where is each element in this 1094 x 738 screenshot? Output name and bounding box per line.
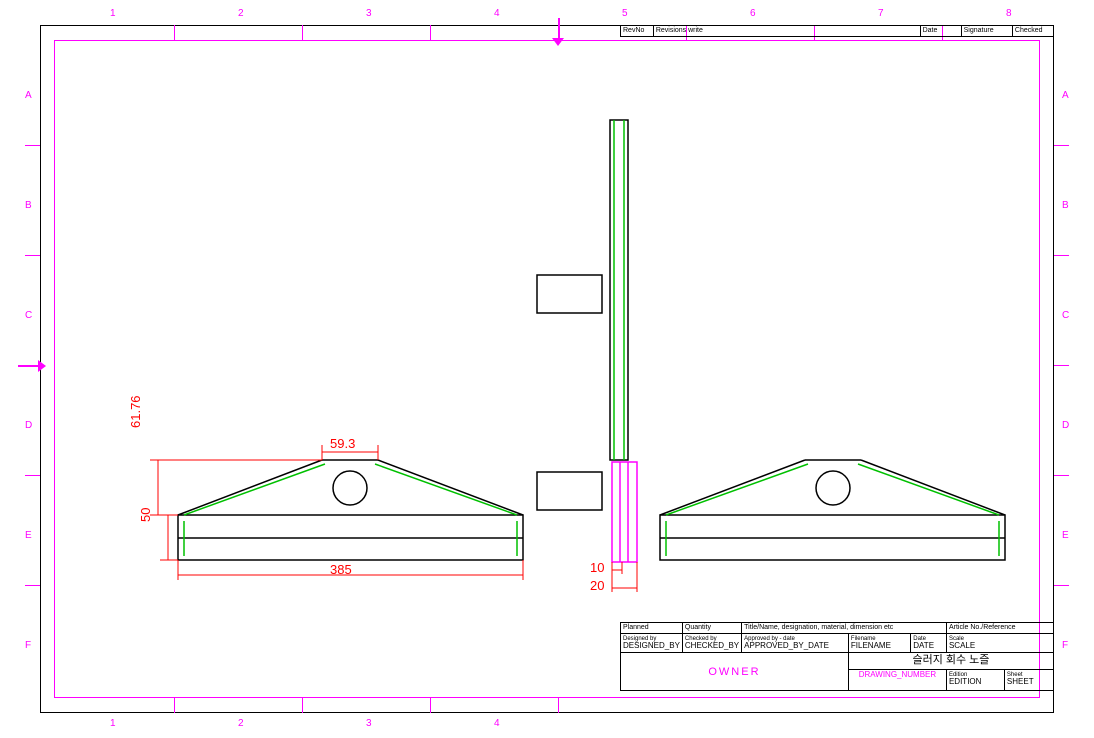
ruler-num: 1 (110, 8, 116, 19)
edition-cell: EditionEDITION (946, 669, 1004, 690)
scale-cell: ScaleSCALE (946, 633, 1053, 652)
date-cell: DateDATE (911, 633, 947, 652)
ruler-letter: B (25, 200, 32, 211)
ruler-letter: A (25, 90, 32, 101)
ruler-num: 3 (366, 8, 372, 19)
dim-385: 385 (330, 562, 352, 577)
ruler-num: 1 (110, 718, 116, 729)
quantity-label: Quantity (682, 623, 741, 634)
ruler-letter: F (1062, 640, 1068, 651)
dim-20: 20 (590, 578, 604, 593)
rev-checked-label: Checked (1012, 26, 1053, 37)
dim-61-76: 61.76 (128, 395, 143, 428)
ruler-letter: C (1062, 310, 1069, 321)
ruler-num: 3 (366, 718, 372, 729)
title-name-label: Title/Name, designation, material, dimen… (742, 623, 947, 634)
ruler-num: 4 (494, 8, 500, 19)
revision-table: RevNo Revisions write Date Signature Che… (620, 25, 1054, 37)
rev-note-label: Revisions write (653, 26, 920, 37)
ruler-letter: C (25, 310, 32, 321)
dim-10: 10 (590, 560, 604, 575)
owner-cell: OWNER (621, 653, 849, 691)
dim-50: 50 (138, 508, 153, 522)
drawing-number-cell: DRAWING_NUMBER (848, 669, 946, 690)
filename-cell: FilenameFILENAME (848, 633, 910, 652)
sheet-cell: SheetSHEET (1004, 669, 1053, 690)
checked-by-cell: Checked byCHECKED_BY (682, 633, 741, 652)
ruler-num: 8 (1006, 8, 1012, 19)
planned-label: Planned (621, 623, 683, 634)
rev-no-label: RevNo (621, 26, 654, 37)
drawing-frame-inner (54, 40, 1040, 698)
designed-by-cell: Designed byDESIGNED_BY (621, 633, 683, 652)
ruler-num: 2 (238, 718, 244, 729)
rev-date-label: Date (920, 26, 961, 37)
ruler-num: 6 (750, 8, 756, 19)
ruler-num: 5 (622, 8, 628, 19)
title-block: Planned Quantity Title/Name, designation… (620, 622, 1054, 691)
article-ref-label: Article No./Reference (946, 623, 1053, 634)
drawing-title-cell: 슬러지 회수 노즐 (848, 653, 1053, 670)
rev-sig-label: Signature (961, 26, 1012, 37)
ruler-letter: E (25, 530, 32, 541)
ruler-letter: F (25, 640, 31, 651)
ruler-letter: D (1062, 420, 1069, 431)
ruler-letter: A (1062, 90, 1069, 101)
ruler-letter: D (25, 420, 32, 431)
ruler-letter: B (1062, 200, 1069, 211)
ruler-letter: E (1062, 530, 1069, 541)
ruler-num: 7 (878, 8, 884, 19)
approved-by-cell: Approved by - dateAPPROVED_BY_DATE (742, 633, 849, 652)
dim-59-3: 59.3 (330, 436, 355, 451)
ruler-num: 2 (238, 8, 244, 19)
ruler-num: 4 (494, 718, 500, 729)
